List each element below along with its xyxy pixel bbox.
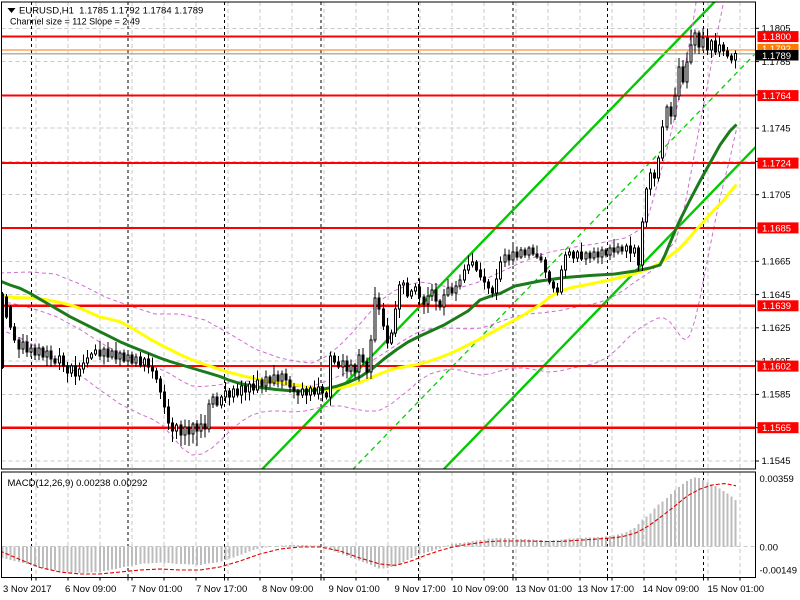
svg-text:1.1764: 1.1764 [762,91,791,102]
svg-text:1.1665: 1.1665 [762,257,791,268]
svg-text:Channel size = 112 Slope = 2.4: Channel size = 112 Slope = 2.49 [10,17,140,27]
svg-text:9 Nov 17:00: 9 Nov 17:00 [395,584,446,595]
svg-text:1.1705: 1.1705 [762,190,791,201]
svg-text:3 Nov 2017: 3 Nov 2017 [3,584,52,595]
svg-text:1.1585: 1.1585 [762,390,791,401]
svg-text:1.1745: 1.1745 [762,123,791,134]
svg-text:1.1805: 1.1805 [762,24,791,35]
svg-text:9 Nov 01:00: 9 Nov 01:00 [329,584,380,595]
svg-text:0.00359: 0.00359 [760,474,794,485]
svg-text:7 Nov 17:00: 7 Nov 17:00 [196,584,247,595]
svg-text:-0.00149: -0.00149 [760,565,798,576]
svg-text:13 Nov 01:00: 13 Nov 01:00 [516,584,573,595]
svg-text:7 Nov 01:00: 7 Nov 01:00 [131,584,182,595]
svg-text:8 Nov 09:00: 8 Nov 09:00 [262,584,313,595]
svg-text:10 Nov 09:00: 10 Nov 09:00 [452,584,509,595]
svg-text:EURUSD,H1 1.1785 1.1792 1.178: EURUSD,H1 1.1785 1.1792 1.1784 1.1789 [19,6,203,17]
svg-text:1.1792: 1.1792 [762,44,791,55]
svg-text:0.00: 0.00 [760,542,779,553]
svg-text:1.1625: 1.1625 [762,323,791,334]
svg-text:1.1545: 1.1545 [762,456,791,467]
svg-text:13 Nov 17:00: 13 Nov 17:00 [578,584,635,595]
svg-text:1.1602: 1.1602 [762,362,791,373]
svg-text:MACD(12,26,9) 0.00238 0.00292: MACD(12,26,9) 0.00238 0.00292 [8,478,148,489]
svg-text:14 Nov 09:00: 14 Nov 09:00 [643,584,700,595]
svg-text:15 Nov 01:00: 15 Nov 01:00 [708,584,765,595]
svg-text:1.1645: 1.1645 [762,290,791,301]
svg-text:1.1800: 1.1800 [762,32,791,43]
svg-text:1.1724: 1.1724 [762,159,791,170]
svg-text:1.1639: 1.1639 [762,301,791,312]
svg-text:1.1685: 1.1685 [762,223,791,234]
svg-text:1.1565: 1.1565 [762,423,791,434]
svg-text:6 Nov 09:00: 6 Nov 09:00 [65,584,116,595]
svg-text:1.1789: 1.1789 [762,51,791,62]
svg-text:1.1785: 1.1785 [762,57,791,68]
